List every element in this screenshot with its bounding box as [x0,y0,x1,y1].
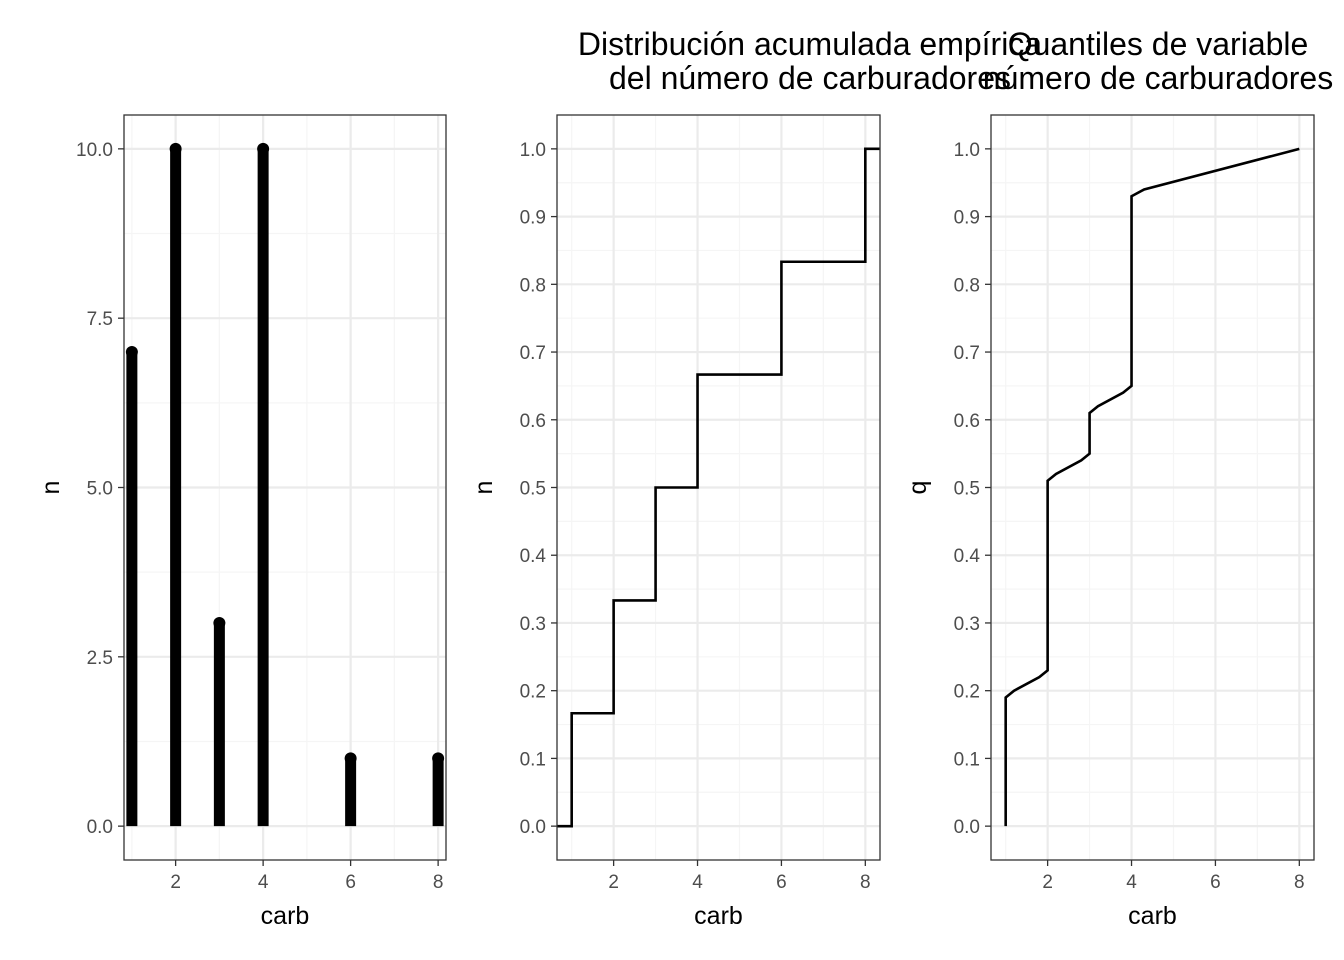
x-tick-label: 2 [608,872,619,893]
y-tick-label: 1.0 [954,140,980,161]
bar-point-3 [213,616,226,629]
x-axis-title: carb [261,902,310,930]
y-axis-title: q [904,481,932,495]
ecdf-step-line [557,147,880,828]
x-tick-label: 8 [860,872,871,893]
x-tick-label: 4 [692,872,703,893]
x-tick-label: 4 [1126,872,1137,893]
y-tick-label: 0.8 [954,275,980,296]
y-tick-label: 0.0 [520,817,546,838]
y-tick-label: 0.6 [520,411,546,432]
x-tick-label: 8 [1294,872,1305,893]
y-tick-label: 0.6 [954,411,980,432]
panel-quantiles: 2 4 6 8 0.0 0.1 0.2 0.3 0.4 0.5 0.6 0.7 0.8 0.9 1.0 car… [904,26,1333,930]
y-tick-label: 0.1 [954,749,980,770]
y-tick-label: 0.5 [954,479,980,500]
y-tick-label: 0.5 [520,479,546,500]
y-tick-label: 0.4 [520,546,547,567]
y-tick-label: 7.5 [87,309,113,330]
bar-point-2 [169,142,182,155]
y-tick-label: 0.7 [954,343,980,364]
y-tick-label: 0.0 [954,817,980,838]
y-tick-label: 10.0 [76,140,113,161]
y-tick-label: 0.0 [87,817,113,838]
y-tick-label: 0.4 [954,546,981,567]
y-tick-label: 2.5 [87,648,113,669]
x-axis-title: carb [1128,902,1177,930]
bar-point-1 [125,346,138,359]
y-axis-title: n [470,481,498,495]
quantile-line [1004,147,1300,827]
x-tick-label: 6 [1210,872,1221,893]
y-axis-title: n [37,481,65,495]
x-tick-label: 6 [345,872,356,893]
plot-title-line-2: del número de carburadores [609,60,1011,96]
y-tick-label: 0.8 [520,275,546,296]
x-tick-label: 4 [258,872,269,893]
y-tick-label: 0.3 [520,614,546,635]
plot-title-line-2: número de carburadores [983,60,1333,96]
y-tick-label: 5.0 [87,479,113,500]
y-tick-label: 0.2 [954,682,980,703]
panel-ecdf: 2 4 6 8 0.0 0.1 0.2 0.3 0.4 0.5 0.6 0.7 0.8 0.9 1.0 car… [470,26,1042,930]
y-tick-label: 0.1 [520,749,546,770]
bar-point-6 [344,752,357,765]
y-tick-label: 0.9 [954,208,980,229]
x-tick-label: 6 [776,872,787,893]
bar-point-8 [432,752,445,765]
plot-title-line-1: Distribución acumulada empírica [578,26,1042,62]
bar-point-4 [257,142,270,155]
y-tick-label: 0.9 [520,208,546,229]
x-tick-label: 8 [433,872,444,893]
plot-title-line-1: Quantiles de variable [1008,26,1309,62]
y-tick-label: 1.0 [520,140,546,161]
y-tick-label: 0.7 [520,343,546,364]
x-tick-label: 2 [1042,872,1053,893]
panel-carb-counts: 2 4 6 8 0.0 2.5 5.0 7.5 10.0 carb n [37,114,447,930]
x-axis-title: carb [694,902,743,930]
y-tick-label: 0.3 [954,614,980,635]
x-tick-label: 2 [170,872,181,893]
y-tick-label: 0.2 [520,682,546,703]
